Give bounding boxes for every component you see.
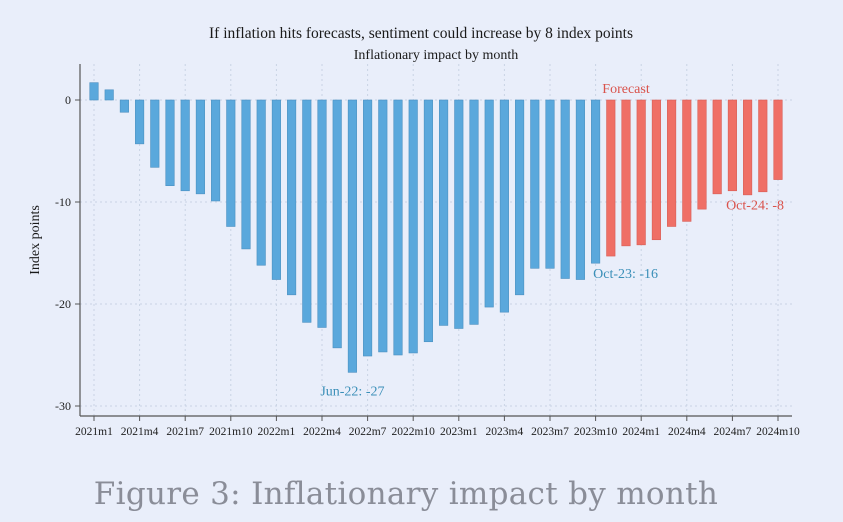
chart: If inflation hits forecasts, sentiment c… xyxy=(28,25,800,438)
bar-actual-2023m1 xyxy=(454,99,464,329)
bar-actual-2021m5 xyxy=(150,99,160,168)
bar-forecast-2024m10 xyxy=(773,99,783,180)
bar-actual-2023m7 xyxy=(545,99,555,269)
x-tick-label: 2023m7 xyxy=(531,426,569,438)
annotations: Jun-22: -27 Oct-23: -16 Forecast Oct-24: -8 xyxy=(320,82,784,399)
bar-actual-2021m12 xyxy=(256,99,266,266)
x-tick-label: 2021m1 xyxy=(75,426,113,438)
bar-actual-2022m3 xyxy=(302,99,312,323)
bar-actual-2021m3 xyxy=(119,99,129,113)
bar-actual-2021m7 xyxy=(180,99,190,192)
bar-forecast-2023m11 xyxy=(606,99,616,257)
chart-subtitle: Inflationary impact by month xyxy=(354,48,518,63)
tick-labels: 0 -10 -20 -30 2021m1 2021m4 2021m7 2021m10 2022m… xyxy=(55,93,800,438)
x-tick-label: 2021m4 xyxy=(121,426,159,438)
y-tick-label: -20 xyxy=(55,297,71,311)
bar-actual-2022m7 xyxy=(363,99,373,357)
bar-actual-2023m8 xyxy=(560,99,570,279)
x-tick-label: 2021m10 xyxy=(209,426,253,438)
bar-forecast-2024m1 xyxy=(636,99,646,246)
x-tick-label: 2024m7 xyxy=(714,426,752,438)
bar-actual-2022m9 xyxy=(393,99,403,356)
bar-actual-2023m2 xyxy=(469,99,479,325)
bar-actual-2022m6 xyxy=(347,99,357,373)
bar-actual-2023m5 xyxy=(515,99,525,296)
bar-forecast-2024m2 xyxy=(651,99,661,241)
x-tick-label: 2023m1 xyxy=(440,426,478,438)
y-axis-label: Index points xyxy=(28,205,43,275)
bar-actual-2021m9 xyxy=(211,99,221,202)
bar-actual-2022m4 xyxy=(317,99,327,328)
bar-forecast-2023m12 xyxy=(621,99,631,247)
bar-actual-2022m2 xyxy=(287,99,297,296)
bar-actual-2022m10 xyxy=(408,99,418,354)
annotation-jun-22: Jun-22: -27 xyxy=(320,384,384,399)
x-tick-label: 2022m10 xyxy=(391,426,435,438)
bar-actual-2021m11 xyxy=(241,99,251,250)
chart-title: If inflation hits forecasts, sentiment c… xyxy=(209,25,633,42)
bar-actual-2023m3 xyxy=(484,99,494,308)
axes xyxy=(75,64,792,421)
bar-forecast-2024m7 xyxy=(727,99,737,192)
x-tick-label: 2022m4 xyxy=(303,426,341,438)
bars xyxy=(89,82,783,373)
bar-actual-2023m10 xyxy=(591,99,601,264)
bar-actual-2023m9 xyxy=(575,99,585,280)
x-tick-label: 2021m7 xyxy=(166,426,204,438)
bar-actual-2021m1 xyxy=(89,82,99,101)
y-tick-label: 0 xyxy=(65,93,71,107)
bar-actual-2022m5 xyxy=(332,99,342,349)
bar-forecast-2024m6 xyxy=(712,99,722,195)
x-tick-label: 2024m1 xyxy=(622,426,660,438)
annotation-forecast: Forecast xyxy=(602,82,650,97)
bar-actual-2021m4 xyxy=(135,99,145,145)
bar-actual-2022m12 xyxy=(439,99,449,326)
annotation-oct-23: Oct-23: -16 xyxy=(593,267,658,282)
bar-forecast-2024m5 xyxy=(697,99,707,210)
x-tick-label: 2024m4 xyxy=(668,426,706,438)
bar-forecast-2024m3 xyxy=(667,99,677,227)
bar-actual-2023m4 xyxy=(499,99,509,313)
bar-actual-2021m8 xyxy=(195,99,205,195)
x-tick-label: 2022m7 xyxy=(349,426,387,438)
y-tick-label: -30 xyxy=(55,399,71,413)
bar-forecast-2024m8 xyxy=(743,99,753,196)
figure-caption: Figure 3: Inflationary impact by month xyxy=(93,476,719,512)
x-tick-label: 2023m10 xyxy=(574,426,618,438)
bar-actual-2022m11 xyxy=(423,99,433,343)
x-tick-label: 2024m10 xyxy=(756,426,800,438)
bar-actual-2021m10 xyxy=(226,99,236,227)
bar-actual-2022m8 xyxy=(378,99,388,353)
bar-actual-2022m1 xyxy=(271,99,281,280)
y-tick-label: -10 xyxy=(55,195,71,209)
bar-forecast-2024m9 xyxy=(758,99,768,193)
bar-actual-2021m6 xyxy=(165,99,175,186)
bar-forecast-2024m4 xyxy=(682,99,692,222)
annotation-oct-24: Oct-24: -8 xyxy=(726,199,784,214)
bar-actual-2021m2 xyxy=(104,89,114,101)
x-tick-label: 2022m1 xyxy=(258,426,296,438)
bar-actual-2023m6 xyxy=(530,99,540,269)
x-tick-label: 2023m4 xyxy=(486,426,524,438)
